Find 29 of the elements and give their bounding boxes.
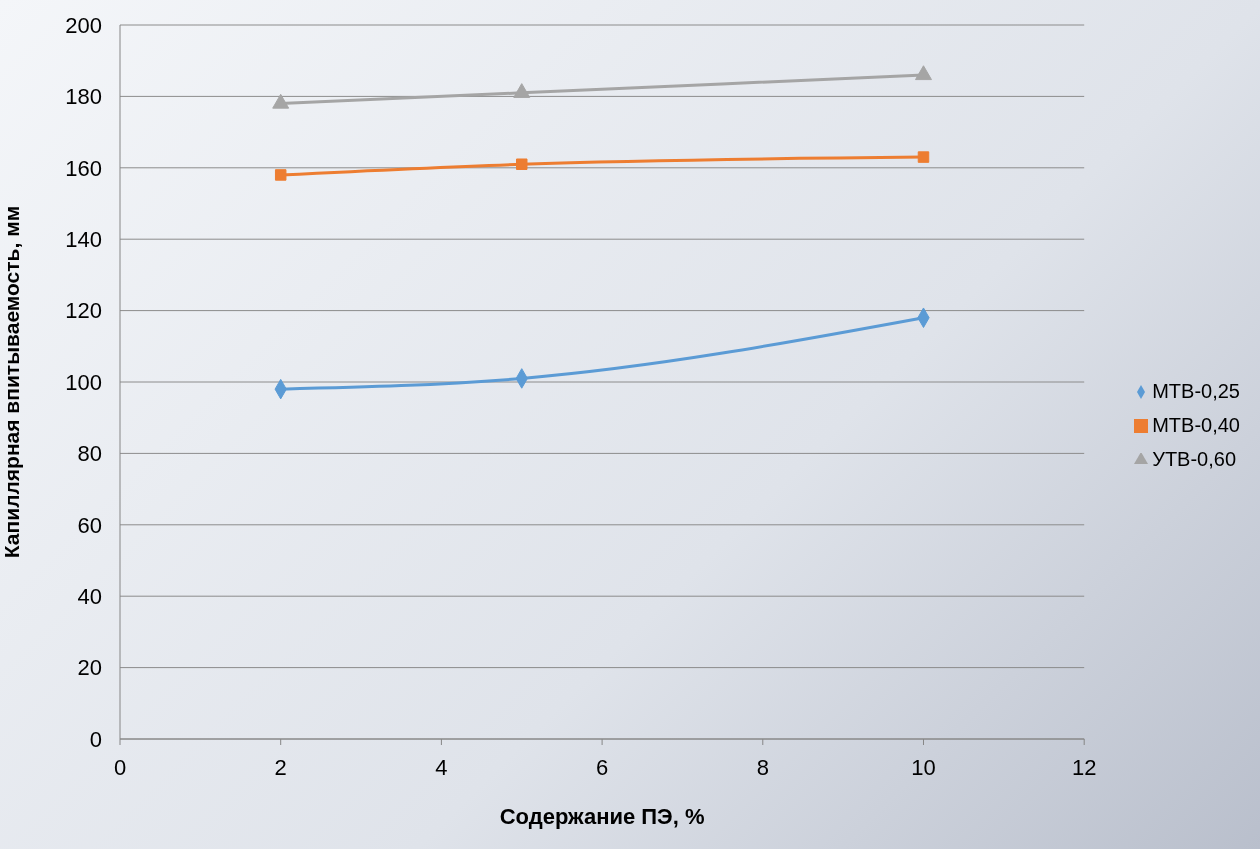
point [516, 158, 528, 170]
x-tick-label: 6 [595, 754, 609, 780]
y-tick-label: 140 [65, 227, 102, 253]
y-tick-label: 120 [65, 298, 102, 324]
x-axis-title: Содержание ПЭ, % [499, 804, 705, 829]
legend-label: МТВ-0,25 [1152, 379, 1240, 402]
point [915, 65, 932, 81]
y-tick-label: 180 [65, 84, 102, 110]
y-tick-label: 80 [77, 441, 102, 467]
y-axis-title: Капиллярная впитываемость, мм [0, 205, 24, 559]
x-tick-label: 2 [274, 754, 287, 780]
point [274, 169, 287, 181]
y-tick-label: 200 [65, 12, 102, 38]
x-tick-label: 10 [911, 754, 936, 780]
x-tick-label: 8 [756, 754, 769, 780]
y-tick-label: 100 [65, 369, 102, 395]
y-tick-label: 60 [77, 512, 102, 538]
point [272, 93, 290, 109]
x-tick-label: 0 [113, 754, 127, 780]
x-tick-label: 12 [1071, 754, 1097, 780]
legend-label: МТВ-0,40 [1152, 413, 1240, 436]
y-tick-label: 0 [89, 726, 102, 752]
point [917, 151, 930, 163]
x-tick-label: 4 [435, 754, 448, 780]
legend-label: УТВ-0,60 [1152, 447, 1237, 470]
y-tick-label: 160 [65, 155, 102, 181]
y-tick-label: 40 [77, 584, 102, 610]
y-tick-label: 20 [77, 655, 102, 681]
point [513, 83, 531, 98]
